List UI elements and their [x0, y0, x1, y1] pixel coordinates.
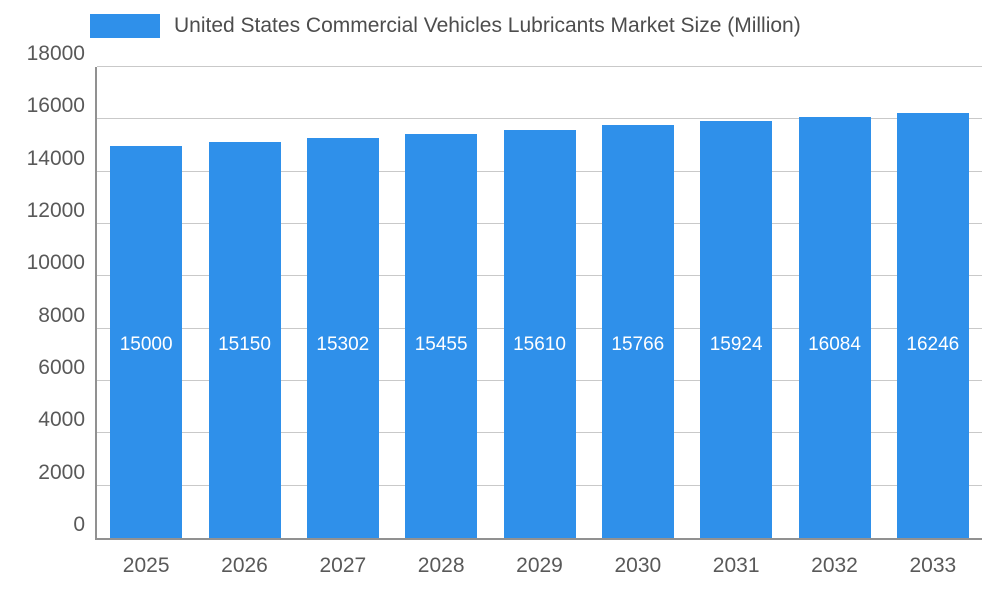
x-axis-label: 2028 — [417, 554, 465, 577]
x-axis-label: 2031 — [712, 554, 760, 577]
y-axis-tick-label: 8000 — [38, 303, 85, 327]
legend-swatch — [90, 14, 160, 38]
y-axis-tick-label: 14000 — [26, 146, 85, 170]
x-axis-label: 2030 — [614, 554, 662, 577]
bar: 16084 — [798, 117, 871, 538]
bar: 15302 — [306, 137, 379, 538]
x-axis-label: 2033 — [909, 554, 957, 577]
y-axis-tick-label: 18000 — [26, 42, 85, 65]
bar: 15766 — [601, 125, 674, 538]
y-axis-tick-label: 4000 — [38, 408, 85, 432]
y-axis-tick-label: 10000 — [26, 251, 85, 275]
y-axis-tick-label: 12000 — [26, 199, 85, 222]
bar: 15924 — [700, 121, 773, 538]
bar-value-label: 15455 — [414, 334, 468, 355]
bar-value-label: 15610 — [513, 334, 566, 355]
y-axis-tick-label: 2000 — [38, 460, 85, 484]
bar-value-label: 15000 — [119, 334, 173, 355]
bar: 15610 — [503, 129, 576, 538]
legend-label: United States Commercial Vehicles Lubric… — [174, 14, 801, 37]
x-axis-label: 2025 — [122, 554, 170, 577]
bar: 16246 — [896, 112, 969, 538]
gridline — [97, 118, 982, 120]
bar: 15150 — [208, 141, 281, 538]
y-axis-tick-label: 0 — [73, 513, 85, 536]
legend: United States Commercial Vehicles Lubric… — [90, 14, 801, 38]
bar-value-label: 16246 — [906, 334, 960, 355]
x-axis-label: 2026 — [221, 554, 268, 577]
bar-value-label: 15924 — [709, 334, 763, 355]
bar-value-label: 16084 — [808, 334, 861, 355]
x-axis-label: 2027 — [319, 554, 367, 577]
gridline — [97, 66, 982, 67]
bar-value-label: 15302 — [316, 334, 370, 355]
plot-area: 0 2000 4000 6000 8000 10000 12000 14000 16000 180… — [27, 42, 982, 577]
bar: 15000 — [110, 145, 183, 538]
x-axis-label: 2032 — [811, 554, 858, 577]
y-axis-tick-label: 6000 — [38, 356, 85, 379]
bar-value-label: 15150 — [218, 334, 271, 355]
bar-value-label: 15766 — [611, 334, 665, 355]
x-axis-label: 2029 — [516, 554, 563, 577]
bar: 15455 — [405, 133, 478, 538]
y-axis-tick-label: 16000 — [26, 94, 85, 118]
